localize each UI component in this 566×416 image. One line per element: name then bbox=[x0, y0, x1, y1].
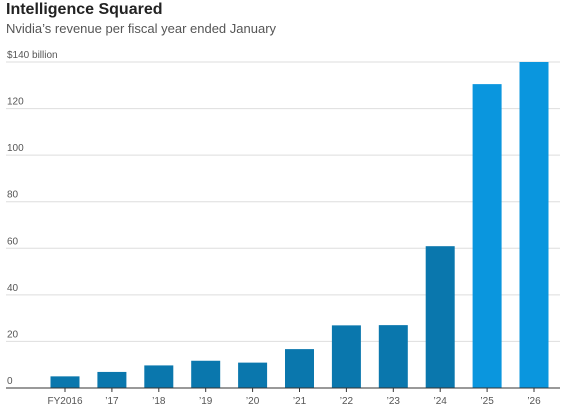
x-axis: FY2016 ’17 ’18 ’19 ’20 ’21 ’22 ’23 ’24 ’25 ’26 bbox=[6, 387, 560, 407]
bar-9 bbox=[472, 84, 502, 388]
bar-0 bbox=[50, 376, 80, 388]
chart-subtitle: Nvidia’s revenue per fiscal year ended J… bbox=[6, 21, 277, 36]
y-tick-label: 100 bbox=[7, 143, 24, 154]
gridlines: 0 20 40 60 80 100 120 $140 billion bbox=[6, 50, 560, 387]
x-tick-label: ’17 bbox=[105, 396, 119, 407]
y-tick-label: 0 bbox=[7, 376, 13, 387]
bar-10 bbox=[519, 62, 549, 388]
bar-8 bbox=[425, 246, 455, 388]
bar-1 bbox=[97, 371, 127, 388]
x-tick-label: ’25 bbox=[480, 396, 494, 407]
x-tick-label: ’24 bbox=[434, 396, 448, 407]
y-tick-label: 40 bbox=[7, 283, 19, 294]
bar-2 bbox=[144, 365, 174, 388]
y-tick-label: 20 bbox=[7, 329, 19, 340]
y-tick-label: 120 bbox=[7, 97, 24, 108]
bar-4 bbox=[238, 362, 268, 388]
x-tick-label: FY2016 bbox=[47, 396, 82, 407]
bar-3 bbox=[191, 360, 221, 388]
x-tick-label: ’23 bbox=[387, 396, 401, 407]
bar-7 bbox=[378, 325, 408, 388]
x-tick-label: ’26 bbox=[527, 396, 541, 407]
x-tick-label: ’18 bbox=[152, 396, 166, 407]
x-tick-label: ’21 bbox=[293, 396, 307, 407]
x-tick-label: ’20 bbox=[246, 396, 260, 407]
bars bbox=[50, 62, 549, 388]
y-tick-label: 80 bbox=[7, 190, 19, 201]
y-tick-label: $140 billion bbox=[7, 50, 58, 61]
bar-6 bbox=[331, 325, 361, 388]
bar-5 bbox=[285, 349, 314, 388]
chart-title: Intelligence Squared bbox=[6, 1, 163, 18]
y-tick-label: 60 bbox=[7, 236, 19, 247]
x-tick-label: ’22 bbox=[340, 396, 354, 407]
x-tick-label: ’19 bbox=[199, 396, 213, 407]
